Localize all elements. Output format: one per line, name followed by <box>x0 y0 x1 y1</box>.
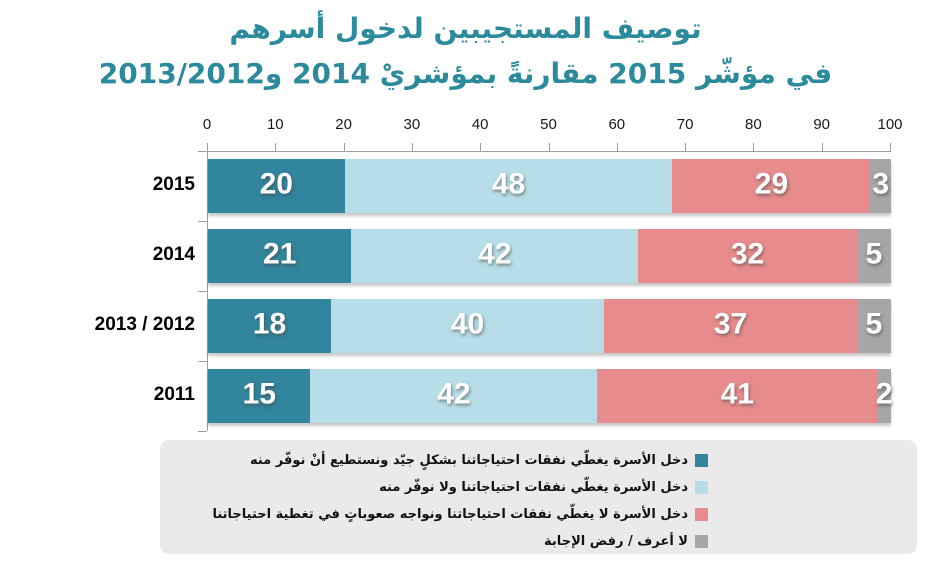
legend-item-label: دخل الأسرة يغطّي نفقات احتياجاتنا ولا نو… <box>379 480 688 495</box>
bar-segment-value: 2 <box>875 377 893 411</box>
bar-segment-value: 20 <box>259 167 293 201</box>
legend-color-swatch <box>695 454 708 467</box>
x-axis-tick-mark <box>548 143 550 151</box>
x-axis-tick-label: 30 <box>403 116 421 133</box>
bar-segment: 20 <box>208 159 345 213</box>
legend-color-swatch <box>695 508 708 521</box>
x-axis-tick-mark <box>821 143 823 151</box>
legend: دخل الأسرة يغطّي نفقات احتياجاتنا بشكلٍ … <box>160 440 917 554</box>
x-axis-tick-label: 40 <box>471 116 489 133</box>
bar-segment: 40 <box>330 299 605 353</box>
x-axis-tick-label: 0 <box>202 116 212 133</box>
row-label: 2015 <box>152 174 195 195</box>
x-axis-tick-label: 100 <box>877 116 903 133</box>
bar-segment: 21 <box>208 229 352 283</box>
y-axis-tick-mark <box>198 361 207 362</box>
legend-item: دخل الأسرة يغطّي نفقات احتياجاتنا ولا نو… <box>206 474 708 501</box>
bar-segment-value: 5 <box>865 307 883 341</box>
bar-segment: 5 <box>856 229 891 283</box>
x-axis-line <box>207 151 891 152</box>
bar-segment: 42 <box>310 369 598 423</box>
row-label: 2014 <box>152 244 195 265</box>
bar-segment-value: 40 <box>450 307 485 341</box>
bar-segment-value: 32 <box>730 237 765 271</box>
y-axis-line <box>207 151 208 431</box>
bar-segment: 5 <box>856 299 891 353</box>
bar-segment: 3 <box>870 159 891 213</box>
bar-segment-value: 48 <box>491 167 526 201</box>
x-axis-tick-mark <box>207 143 208 151</box>
legend-item: دخل الأسرة يغطّي نفقات احتياجاتنا بشكلٍ … <box>206 447 708 474</box>
bar-segment-value: 21 <box>263 237 297 271</box>
y-axis-tick-mark <box>198 431 207 432</box>
bar-segment: 48 <box>344 159 673 213</box>
bar-segment-value: 41 <box>720 377 754 411</box>
x-axis-tick-mark <box>480 143 482 151</box>
legend-item-label: دخل الأسرة لا يغطّي نفقات احتياجاتنا ونو… <box>212 507 688 522</box>
y-axis-tick-mark <box>198 151 207 152</box>
chart-title-line2: في مؤشّر 2015 مقارنةً بمؤشريْ 2014 و2013… <box>98 57 833 90</box>
legend-item: لا أعرف / رفض الإجابة <box>206 528 708 555</box>
y-axis-tick-mark <box>198 291 207 292</box>
legend-item: دخل الأسرة لا يغطّي نفقات احتياجاتنا ونو… <box>206 501 708 528</box>
bar-segment-value: 5 <box>865 237 883 271</box>
stacked-bar: 15 42 41 2 <box>208 369 893 423</box>
x-axis-tick-label: 10 <box>266 116 284 133</box>
bar-segment: 41 <box>597 369 878 423</box>
bar-segment-value: 18 <box>252 307 287 341</box>
chart-title: توصيف المستجيبين لدخول أسرهم في مؤشّر 20… <box>0 6 931 96</box>
bar-segment: 37 <box>604 299 857 353</box>
row-label: 2013 / 2012 <box>94 314 195 335</box>
stacked-bar: 20 48 29 3 <box>208 159 891 213</box>
x-axis-tick-mark <box>685 143 687 151</box>
x-axis-tick-label: 70 <box>676 116 694 133</box>
y-axis-tick-mark <box>198 221 207 222</box>
legend-color-swatch <box>695 481 708 494</box>
x-axis-tick-mark <box>275 143 277 151</box>
bar-segment: 32 <box>638 229 857 283</box>
x-axis-tick-mark <box>411 143 413 151</box>
bar-segment-value: 29 <box>754 167 789 201</box>
x-axis-tick-label: 20 <box>335 116 352 133</box>
bar-segment-value: 42 <box>478 237 512 271</box>
bar-segment-value: 42 <box>437 377 471 411</box>
bar-segment: 29 <box>672 159 871 213</box>
stacked-bar: 18 40 37 5 <box>208 299 891 353</box>
bar-segment-value: 15 <box>242 377 276 411</box>
bar-segment: 42 <box>351 229 639 283</box>
legend-item-label: لا أعرف / رفض الإجابة <box>544 534 688 549</box>
x-axis-tick-label: 90 <box>813 116 831 133</box>
chart-title-line1: توصيف المستجيبين لدخول أسرهم <box>229 12 702 45</box>
stacked-bar: 21 42 32 5 <box>208 229 891 283</box>
bar-segment-value: 37 <box>713 307 748 341</box>
bar-segment: 2 <box>875 369 893 423</box>
x-axis-tick-label: 50 <box>540 116 557 133</box>
x-axis-tick-label: 80 <box>745 116 762 133</box>
bar-segment-value: 3 <box>872 167 890 201</box>
legend-rows: دخل الأسرة يغطّي نفقات احتياجاتنا بشكلٍ … <box>206 447 708 555</box>
legend-color-swatch <box>695 535 708 548</box>
x-axis-tick-label: 60 <box>608 116 626 133</box>
bar-segment: 15 <box>208 369 311 423</box>
x-axis-tick-mark <box>343 143 345 151</box>
legend-item-label: دخل الأسرة يغطّي نفقات احتياجاتنا بشكلٍ … <box>249 453 688 468</box>
x-axis-tick-mark <box>616 143 618 151</box>
bar-segment: 18 <box>208 299 331 353</box>
x-axis-tick-mark <box>890 143 891 151</box>
x-axis-tick-mark <box>753 143 755 151</box>
row-label: 2011 <box>153 384 195 405</box>
